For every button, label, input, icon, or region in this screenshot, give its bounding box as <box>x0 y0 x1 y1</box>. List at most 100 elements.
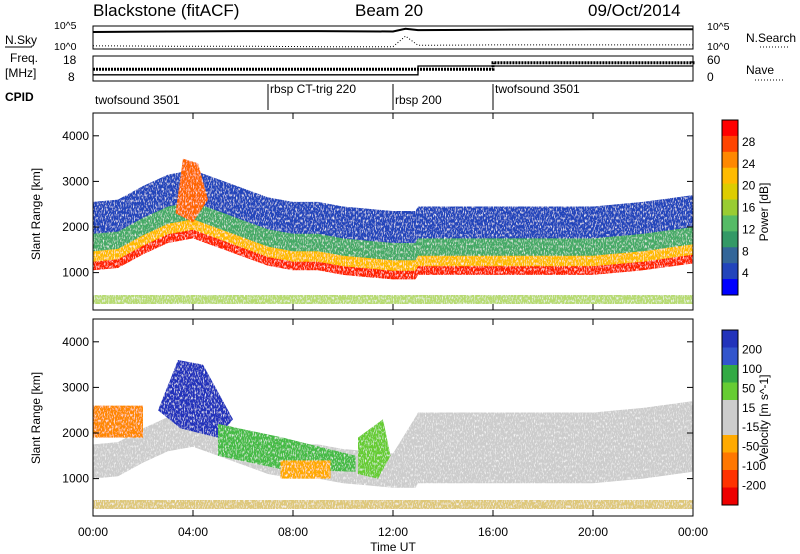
power-colorbar: 28 24 20 16 12 8 4 <box>721 119 756 296</box>
velocity-colorbar-tick-label: -100 <box>742 459 766 473</box>
nsearch-series-line <box>92 35 693 48</box>
power-ground-echo-strip <box>93 295 693 304</box>
xtick-label: 16:00 <box>478 525 508 539</box>
power-colorbar-tick-label: 28 <box>742 135 756 149</box>
cpid-segment-label: twofsound 3501 <box>495 82 580 96</box>
freq-bottom-tick: 8 <box>68 70 75 84</box>
nsky-bottom-tick: 10^0 <box>54 41 77 53</box>
velocity-patch-positive-mid <box>218 423 356 472</box>
velocity-colorbar-swatch <box>722 470 738 488</box>
velocity-colorbar-tick-label: -200 <box>742 479 766 493</box>
nave-top-tick: 60 <box>707 53 721 67</box>
velocity-colorbar-swatch <box>722 417 738 436</box>
power-colorbar-swatch <box>722 135 738 153</box>
velocity-yaxis: 1000 2000 3000 4000 <box>62 335 693 486</box>
power-ytick-label: 3000 <box>62 174 89 188</box>
power-colorbar-tick-label: 8 <box>742 244 749 258</box>
power-colorbar-swatch <box>722 151 738 169</box>
power-colorbar-tick-label: 24 <box>742 157 756 171</box>
velocity-colorbar-frame <box>721 329 739 506</box>
cpid-row: twofsound 3501 rbsp CT-trig 220 rbsp 200 tw… <box>95 82 580 110</box>
power-band-strong <box>93 219 693 278</box>
power-colorbar-swatch <box>722 215 738 232</box>
velocity-colorbar-swatch <box>722 330 738 348</box>
power-ytick-label: 4000 <box>62 129 89 143</box>
velocity-ytick-label: 2000 <box>62 426 89 440</box>
beam-label: Beam 20 <box>355 1 423 20</box>
xtick-label: 00:00 <box>678 525 708 539</box>
velocity-ytick-label: 3000 <box>62 380 89 394</box>
velocity-ytick-label: 4000 <box>62 335 89 349</box>
power-colorbar-swatch <box>722 247 738 264</box>
velocity-colorbar-tick-label: 50 <box>742 381 756 395</box>
power-plume-patch <box>175 158 208 223</box>
velocity-colorbar-label: Velocity [m s^-1] <box>757 375 771 462</box>
nave-series-line <box>93 61 695 71</box>
velocity-colorbar-tick-label: -15 <box>742 420 760 434</box>
xtick-label: 08:00 <box>278 525 308 539</box>
velocity-colorbar-swatch <box>722 400 738 418</box>
time-axis: 00:00 04:00 08:00 12:00 16:00 20:00 00:00 <box>78 113 708 539</box>
power-colorbar-swatch <box>722 183 738 201</box>
velocity-patch-positive-high <box>158 360 233 438</box>
nsearch-bottom-tick: 10^0 <box>707 41 730 53</box>
nsky-panel-frame <box>92 25 694 50</box>
power-panel: Slant Range [km] <box>29 112 694 311</box>
freq-top-tick: 18 <box>63 53 77 67</box>
xtick-label: 04:00 <box>178 525 208 539</box>
velocity-band-near-zero <box>93 401 693 488</box>
velocity-patch-positive-late <box>358 419 391 479</box>
power-colorbar-tick-label: 12 <box>742 222 756 236</box>
velocity-ytick-label: 1000 <box>62 472 89 486</box>
xtick-label: 12:00 <box>378 525 408 539</box>
power-colorbar-swatch <box>722 279 738 296</box>
power-band-peak <box>93 229 693 280</box>
velocity-colorbar-swatch <box>722 452 738 471</box>
plot-title: Blackstone (fitACF) <box>93 1 239 20</box>
velocity-colorbar-tick-label: 100 <box>742 362 762 376</box>
velocity-colorbar-swatch <box>722 347 738 366</box>
velocity-panel: Slant Range [km] <box>29 318 694 517</box>
velocity-colorbar: 200 100 50 15 -15 -50 -100 -200 <box>721 329 766 506</box>
cpid-label: CPID <box>5 90 34 104</box>
freq-series-line <box>93 65 693 76</box>
velocity-colorbar-swatch <box>722 487 738 506</box>
velocity-colorbar-tick-label: -50 <box>742 440 760 454</box>
power-colorbar-swatch <box>722 231 738 248</box>
nsearch-label: N.Search <box>746 31 796 45</box>
power-colorbar-tick-label: 4 <box>742 266 749 280</box>
nsearch-top-tick: 10^5 <box>707 21 730 33</box>
power-ytick-label: 1000 <box>62 266 89 280</box>
nave-bottom-tick: 0 <box>707 70 714 84</box>
velocity-colorbar-tick-label: 15 <box>742 401 756 415</box>
velocity-ylabel: Slant Range [km] <box>29 372 43 464</box>
xtick-label: 00:00 <box>78 525 108 539</box>
nsky-series-line <box>92 27 693 33</box>
power-colorbar-swatch <box>722 167 738 185</box>
cpid-segment-label: twofsound 3501 <box>95 93 180 107</box>
nsky-top-tick: 10^5 <box>54 20 77 32</box>
cpid-segment-label: rbsp 200 <box>395 93 442 107</box>
velocity-colorbar-swatch <box>722 365 738 383</box>
velocity-patch-negative-early <box>93 405 143 438</box>
velocity-colorbar-swatch <box>722 382 738 401</box>
xtick-label: 20:00 <box>578 525 608 539</box>
freq-label-line1: Freq. <box>10 51 38 65</box>
power-colorbar-swatch <box>722 120 738 137</box>
velocity-colorbar-tick-label: 200 <box>742 342 762 356</box>
xaxis-label: Time UT <box>370 540 416 554</box>
cpid-segment-label: rbsp CT-trig 220 <box>270 82 356 96</box>
freq-label-line2: [MHz] <box>5 66 36 80</box>
power-colorbar-label: Power [dB] <box>757 183 771 242</box>
velocity-colorbar-swatch <box>722 435 738 453</box>
power-ytick-label: 2000 <box>62 220 89 234</box>
power-colorbar-frame <box>721 119 739 296</box>
power-colorbar-swatch <box>722 199 738 216</box>
power-colorbar-tick-label: 16 <box>742 201 756 215</box>
velocity-ground-echo-strip <box>93 500 693 509</box>
nave-label: Nave <box>746 63 774 77</box>
velocity-patch-negative-mid <box>280 460 331 479</box>
nsky-label: N.Sky <box>5 33 37 47</box>
power-colorbar-swatch <box>722 263 738 280</box>
